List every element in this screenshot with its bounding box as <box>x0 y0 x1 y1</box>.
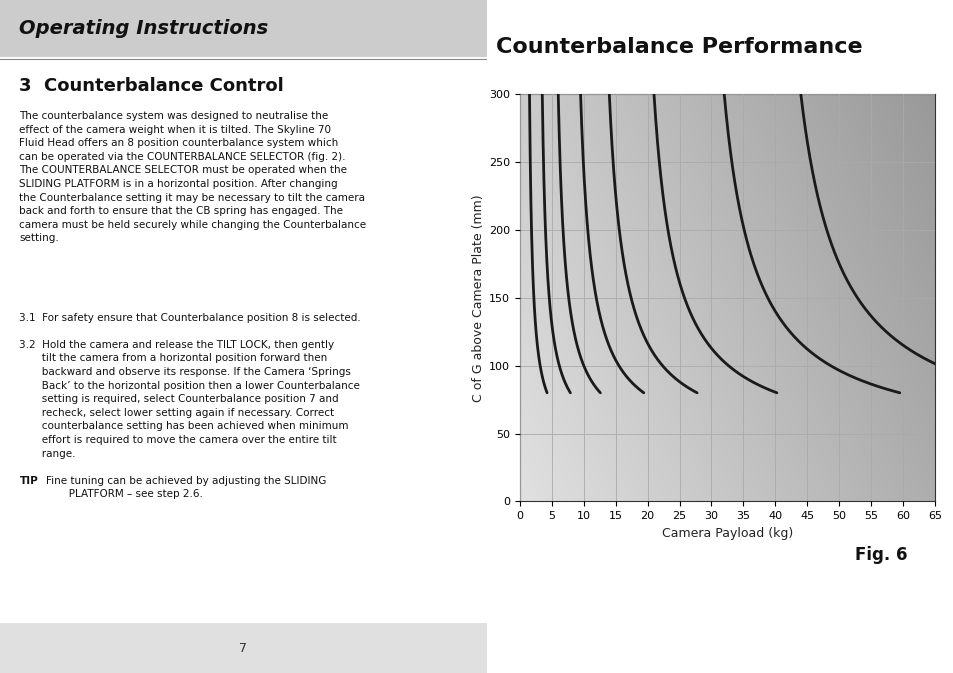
FancyBboxPatch shape <box>0 623 486 673</box>
Text: Counterbalance Performance: Counterbalance Performance <box>496 37 862 57</box>
Text: The counterbalance system was designed to neutralise the
effect of the camera we: The counterbalance system was designed t… <box>19 111 366 244</box>
Text: TIP: TIP <box>19 476 38 486</box>
Text: 3.2  Hold the camera and release the TILT LOCK, then gently
       tilt the came: 3.2 Hold the camera and release the TILT… <box>19 340 360 459</box>
Y-axis label: C of G above Camera Plate (mm): C of G above Camera Plate (mm) <box>472 194 484 402</box>
X-axis label: Camera Payload (kg): Camera Payload (kg) <box>661 527 792 540</box>
Text: Operating Instructions: Operating Instructions <box>19 20 269 38</box>
Text: 7: 7 <box>239 641 247 655</box>
Text: 3  Counterbalance Control: 3 Counterbalance Control <box>19 77 284 96</box>
Text: Fig. 6: Fig. 6 <box>854 546 906 564</box>
FancyBboxPatch shape <box>0 0 486 57</box>
Text: 3.1  For safety ensure that Counterbalance position 8 is selected.: 3.1 For safety ensure that Counterbalanc… <box>19 313 361 323</box>
Text: Fine tuning can be achieved by adjusting the SLIDING
       PLATFORM – see step : Fine tuning can be achieved by adjusting… <box>46 476 326 499</box>
